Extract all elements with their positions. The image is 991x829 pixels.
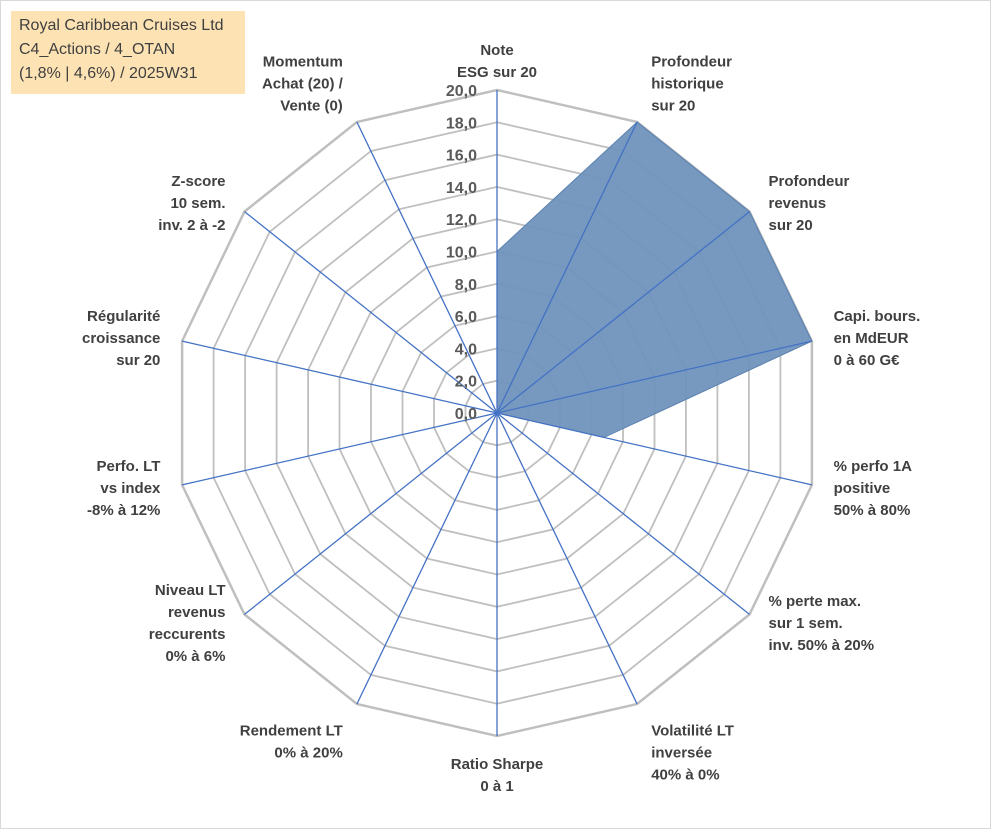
spoke-10 xyxy=(181,412,498,486)
title-line-3: (1,8% | 4,6%) / 2025W31 xyxy=(19,65,198,82)
tick-label-5: 10,0 xyxy=(446,245,477,262)
axis-label-12-line-0: Z-score xyxy=(171,173,225,190)
axis-label-2: Profondeur revenus sur 20 xyxy=(769,173,850,234)
axis-label-2-line-0: Profondeur xyxy=(769,173,850,190)
radar-tick-labels: 0,0 2,0 4,0 6,0 8,0 10,0 12,0 14,0 16,0 18,0 20,0 xyxy=(446,83,477,423)
axis-label-2-line-1: revenus xyxy=(769,195,827,212)
axis-label-1-line-1: historique xyxy=(651,75,724,92)
axis-label-4-line-2: 50% à 80% xyxy=(834,502,911,519)
axis-label-13: Momentum Achat (20) / Vente (0) xyxy=(262,53,344,114)
axis-label-9-line-3: 0% à 6% xyxy=(165,648,225,665)
tick-label-0: 0,0 xyxy=(455,406,477,423)
axis-label-9-line-2: reccurents xyxy=(149,626,226,643)
tick-label-7: 14,0 xyxy=(446,180,477,197)
spoke-8 xyxy=(356,412,498,705)
axis-label-13-line-0: Momentum xyxy=(263,53,343,70)
axis-label-1-line-0: Profondeur xyxy=(651,53,732,70)
axis-label-12: Z-score 10 sem. inv. 2 à -2 xyxy=(158,173,225,234)
spoke-13 xyxy=(356,121,498,414)
series-area xyxy=(496,121,813,438)
tick-label-4: 8,0 xyxy=(455,277,477,294)
spoke-11 xyxy=(181,340,498,414)
axis-label-7: Ratio Sharpe 0 à 1 xyxy=(451,756,544,795)
axis-label-3: Capi. bours. en MdEUR 0 à 60 G€ xyxy=(834,308,921,369)
axis-label-4: % perfo 1A positive 50% à 80% xyxy=(834,458,913,519)
axis-label-6-line-1: inversée xyxy=(651,745,712,762)
tick-label-9: 18,0 xyxy=(446,115,477,132)
axis-label-6: Volatilité LT inversée 40% à 0% xyxy=(651,723,734,784)
spoke-9 xyxy=(244,412,498,615)
title-line-2: C4_Actions / 4_OTAN xyxy=(19,41,176,58)
spoke-3 xyxy=(496,340,813,414)
axis-label-1: Profondeur historique sur 20 xyxy=(651,53,732,114)
radar-axis-labels: Note ESG sur 20 Profondeur historique sur 20… xyxy=(82,42,920,795)
axis-label-6-line-2: 40% à 0% xyxy=(651,767,719,784)
axis-label-9: Niveau LT revenus reccurents 0% à 6% xyxy=(149,582,226,665)
axis-label-10-line-0: Perfo. LT xyxy=(97,458,161,475)
spoke-1 xyxy=(496,121,638,414)
spoke-2 xyxy=(496,211,750,414)
spoke-4 xyxy=(496,412,813,486)
spoke-6 xyxy=(496,412,638,705)
axis-label-7-line-1: 0 à 1 xyxy=(480,778,513,795)
axis-label-10-line-1: vs index xyxy=(100,480,161,497)
axis-label-8-line-0: Rendement LT xyxy=(240,723,343,740)
axis-label-12-line-1: 10 sem. xyxy=(170,195,225,212)
tick-label-8: 16,0 xyxy=(446,148,477,165)
axis-label-9-line-0: Niveau LT xyxy=(155,582,226,599)
axis-label-7-line-0: Ratio Sharpe xyxy=(451,756,544,773)
axis-label-1-line-2: sur 20 xyxy=(651,97,695,114)
axis-label-0-line-0: Note xyxy=(480,42,513,59)
spoke-12 xyxy=(244,211,498,414)
axis-label-5-line-0: % perte max. xyxy=(769,593,862,610)
tick-label-1: 2,0 xyxy=(455,374,477,391)
title-line-1: Royal Caribbean Cruises Ltd xyxy=(19,17,224,34)
tick-label-2: 4,0 xyxy=(455,341,477,358)
axis-label-13-line-1: Achat (20) / xyxy=(262,75,344,92)
axis-label-12-line-2: inv. 2 à -2 xyxy=(158,217,225,234)
axis-label-10-line-2: -8% à 12% xyxy=(87,502,160,519)
axis-label-11: Régularité croissance sur 20 xyxy=(82,308,160,369)
axis-label-2-line-2: sur 20 xyxy=(769,217,813,234)
axis-label-0-line-1: ESG sur 20 xyxy=(457,64,537,81)
axis-label-11-line-2: sur 20 xyxy=(116,352,160,369)
axis-label-9-line-1: revenus xyxy=(168,604,226,621)
radar-series xyxy=(496,121,813,438)
axis-label-0: Note ESG sur 20 xyxy=(457,42,537,81)
tick-label-3: 6,0 xyxy=(455,309,477,326)
axis-label-10: Perfo. LT vs index -8% à 12% xyxy=(87,458,161,519)
tick-label-6: 12,0 xyxy=(446,212,477,229)
axis-label-8-line-1: 0% à 20% xyxy=(274,745,342,762)
axis-label-3-line-2: 0 à 60 G€ xyxy=(834,352,901,369)
axis-label-5-line-1: sur 1 sem. xyxy=(769,615,843,632)
axis-label-3-line-0: Capi. bours. xyxy=(834,308,921,325)
axis-label-5: % perte max. sur 1 sem. inv. 50% à 20% xyxy=(769,593,875,654)
radar-spokes xyxy=(181,90,813,736)
axis-label-13-line-2: Vente (0) xyxy=(280,97,343,114)
axis-label-11-line-0: Régularité xyxy=(87,308,160,325)
axis-label-11-line-1: croissance xyxy=(82,330,160,347)
axis-label-4-line-0: % perfo 1A xyxy=(834,458,913,475)
axis-label-8: Rendement LT 0% à 20% xyxy=(240,723,343,762)
chart-title-box: Royal Caribbean Cruises Ltd C4_Actions /… xyxy=(11,11,245,94)
spoke-5 xyxy=(496,412,750,615)
axis-label-5-line-2: inv. 50% à 20% xyxy=(769,637,875,654)
tick-label-10: 20,0 xyxy=(446,83,477,100)
axis-label-6-line-0: Volatilité LT xyxy=(651,723,734,740)
axis-label-4-line-1: positive xyxy=(834,480,891,497)
axis-label-3-line-1: en MdEUR xyxy=(834,330,909,347)
